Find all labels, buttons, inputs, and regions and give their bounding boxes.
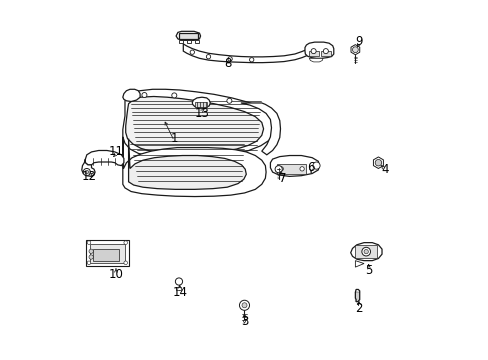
Polygon shape — [122, 89, 140, 102]
Circle shape — [239, 300, 249, 310]
Bar — [276, 164, 306, 174]
Text: 13: 13 — [194, 107, 209, 120]
Polygon shape — [192, 97, 210, 108]
Circle shape — [190, 50, 194, 54]
Circle shape — [374, 159, 381, 166]
Bar — [86, 240, 128, 266]
Circle shape — [226, 98, 231, 103]
Text: 10: 10 — [108, 268, 123, 281]
Polygon shape — [81, 159, 95, 176]
Circle shape — [249, 58, 253, 62]
Circle shape — [352, 47, 358, 53]
Polygon shape — [350, 45, 359, 55]
Text: 4: 4 — [380, 163, 388, 176]
Circle shape — [123, 261, 127, 265]
Circle shape — [123, 241, 127, 244]
Text: 12: 12 — [81, 170, 96, 183]
Bar — [176, 287, 181, 290]
Polygon shape — [183, 44, 306, 63]
Text: 8: 8 — [224, 57, 231, 69]
Text: 14: 14 — [172, 286, 187, 299]
Polygon shape — [355, 261, 363, 267]
Polygon shape — [128, 139, 246, 189]
Polygon shape — [122, 89, 276, 158]
Circle shape — [83, 168, 90, 176]
Circle shape — [361, 247, 370, 256]
Bar — [320, 51, 330, 56]
Circle shape — [89, 255, 93, 259]
Bar — [92, 249, 118, 261]
Polygon shape — [309, 58, 322, 62]
Bar — [194, 40, 199, 43]
Circle shape — [242, 303, 246, 308]
Text: 3: 3 — [240, 315, 248, 328]
Bar — [179, 33, 197, 39]
Circle shape — [275, 166, 282, 173]
Bar — [186, 40, 191, 43]
Circle shape — [142, 93, 146, 98]
Text: 7: 7 — [278, 172, 285, 185]
Polygon shape — [122, 137, 265, 197]
Bar — [89, 244, 125, 263]
Bar — [355, 245, 376, 258]
Circle shape — [175, 278, 182, 285]
Circle shape — [85, 170, 88, 174]
Circle shape — [363, 249, 367, 254]
Polygon shape — [270, 156, 319, 176]
Circle shape — [312, 162, 320, 169]
Polygon shape — [176, 31, 200, 40]
Polygon shape — [241, 103, 280, 155]
Bar — [308, 51, 318, 56]
Circle shape — [206, 55, 210, 59]
Text: 9: 9 — [354, 35, 362, 48]
Polygon shape — [350, 243, 381, 261]
Text: 11: 11 — [108, 145, 123, 158]
Circle shape — [171, 93, 177, 98]
Polygon shape — [125, 96, 263, 153]
Circle shape — [87, 241, 91, 244]
Bar — [179, 40, 183, 43]
Polygon shape — [305, 42, 333, 58]
Circle shape — [227, 57, 232, 61]
Circle shape — [89, 249, 93, 253]
Text: 1: 1 — [170, 132, 178, 145]
Circle shape — [299, 167, 304, 171]
Circle shape — [279, 167, 283, 171]
Text: 6: 6 — [307, 161, 314, 174]
Circle shape — [310, 49, 316, 54]
Polygon shape — [373, 157, 383, 168]
Polygon shape — [85, 150, 123, 166]
Polygon shape — [243, 320, 245, 323]
Circle shape — [87, 261, 91, 265]
Polygon shape — [355, 289, 359, 302]
Bar — [194, 102, 207, 107]
Text: 5: 5 — [364, 264, 372, 277]
Circle shape — [323, 49, 328, 54]
Text: 2: 2 — [354, 302, 362, 315]
